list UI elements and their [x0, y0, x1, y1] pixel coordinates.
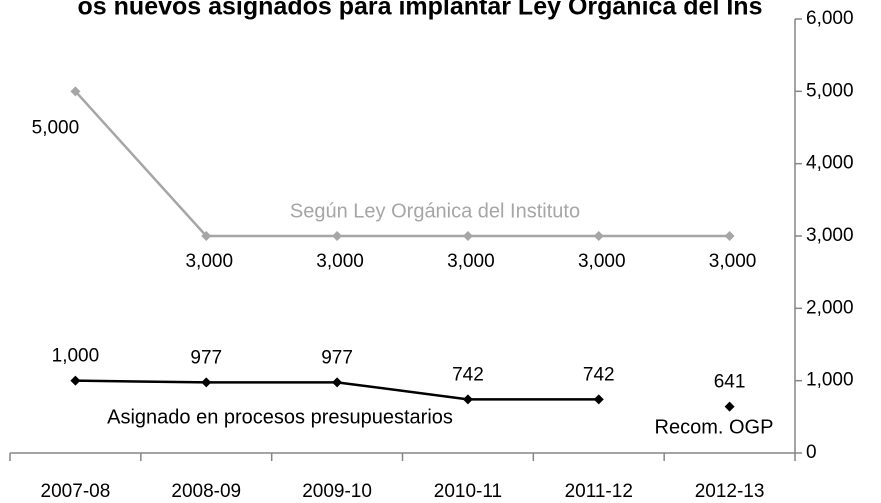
data-point [724, 401, 735, 412]
x-tick-label: 2009-10 [302, 481, 372, 502]
series-label: Asignado en procesos presupuestarios [107, 406, 453, 428]
data-label: 977 [190, 347, 222, 368]
data-point [70, 86, 81, 97]
data-point [462, 231, 473, 241]
data-label: 641 [714, 372, 746, 393]
data-point [593, 231, 604, 241]
data-point [201, 231, 212, 241]
series-label: Recom. OGP [655, 416, 774, 438]
y-tick-label: 3,000 [806, 225, 854, 246]
y-tick-label: 0 [806, 442, 817, 463]
chart-title: os nuevos asignados para implantar Ley O… [78, 0, 763, 21]
data-label: 977 [321, 347, 353, 368]
data-label: 742 [583, 364, 615, 385]
data-label: 5,000 [32, 117, 80, 138]
data-point [332, 231, 343, 241]
y-tick-label: 5,000 [806, 80, 854, 101]
data-label: 742 [452, 364, 484, 385]
x-tick-label: 2007-08 [41, 481, 111, 502]
data-point [724, 231, 735, 241]
x-tick-label: 2010-11 [434, 481, 502, 502]
data-label: 3,000 [185, 251, 233, 272]
data-point [332, 377, 343, 388]
x-tick-label: 2011-12 [565, 481, 633, 502]
x-tick-label: 2008-09 [171, 481, 241, 502]
data-label: 1,000 [52, 346, 100, 367]
y-tick-label: 6,000 [806, 8, 854, 29]
x-tick-label: 2012-13 [695, 481, 765, 502]
data-point [462, 394, 473, 405]
y-tick-label: 1,000 [806, 370, 854, 391]
series-label: Según Ley Orgánica del Instituto [290, 200, 580, 222]
data-label: 3,000 [447, 251, 495, 272]
y-tick-label: 4,000 [806, 153, 854, 174]
data-label: 3,000 [709, 251, 757, 272]
y-tick-label: 2,000 [806, 297, 854, 318]
data-point [201, 377, 212, 388]
data-point [70, 375, 81, 386]
data-label: 3,000 [316, 251, 364, 272]
series-line [74, 90, 730, 238]
data-label: 3,000 [578, 251, 626, 272]
data-point [593, 394, 604, 405]
